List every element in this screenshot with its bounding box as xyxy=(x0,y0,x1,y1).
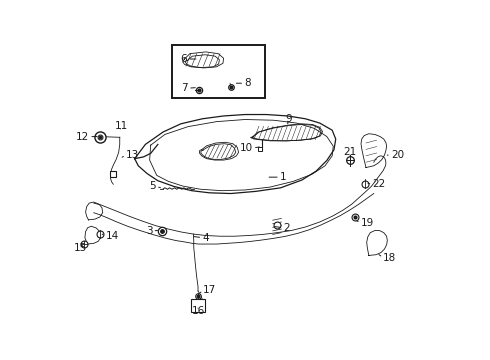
Text: 7: 7 xyxy=(181,83,188,93)
Text: 22: 22 xyxy=(372,179,386,189)
Text: 5: 5 xyxy=(149,181,156,192)
Text: 18: 18 xyxy=(383,253,396,262)
Text: 4: 4 xyxy=(202,233,209,243)
Text: 14: 14 xyxy=(105,231,119,241)
Text: 17: 17 xyxy=(203,285,216,295)
Text: 1: 1 xyxy=(280,172,287,182)
Text: 15: 15 xyxy=(74,243,87,253)
Text: 6: 6 xyxy=(181,54,187,64)
Text: 21: 21 xyxy=(343,147,357,157)
Text: 9: 9 xyxy=(285,114,292,124)
Text: 16: 16 xyxy=(192,306,205,316)
Text: 19: 19 xyxy=(361,218,374,228)
Bar xyxy=(172,45,265,98)
Text: 3: 3 xyxy=(146,226,152,236)
Bar xyxy=(191,299,205,312)
Text: 10: 10 xyxy=(240,143,253,153)
Text: 13: 13 xyxy=(126,150,139,160)
Text: 12: 12 xyxy=(76,132,89,141)
Text: 11: 11 xyxy=(115,121,128,131)
Text: 20: 20 xyxy=(391,150,404,160)
Text: 2: 2 xyxy=(283,223,290,233)
Text: 8: 8 xyxy=(245,78,251,88)
